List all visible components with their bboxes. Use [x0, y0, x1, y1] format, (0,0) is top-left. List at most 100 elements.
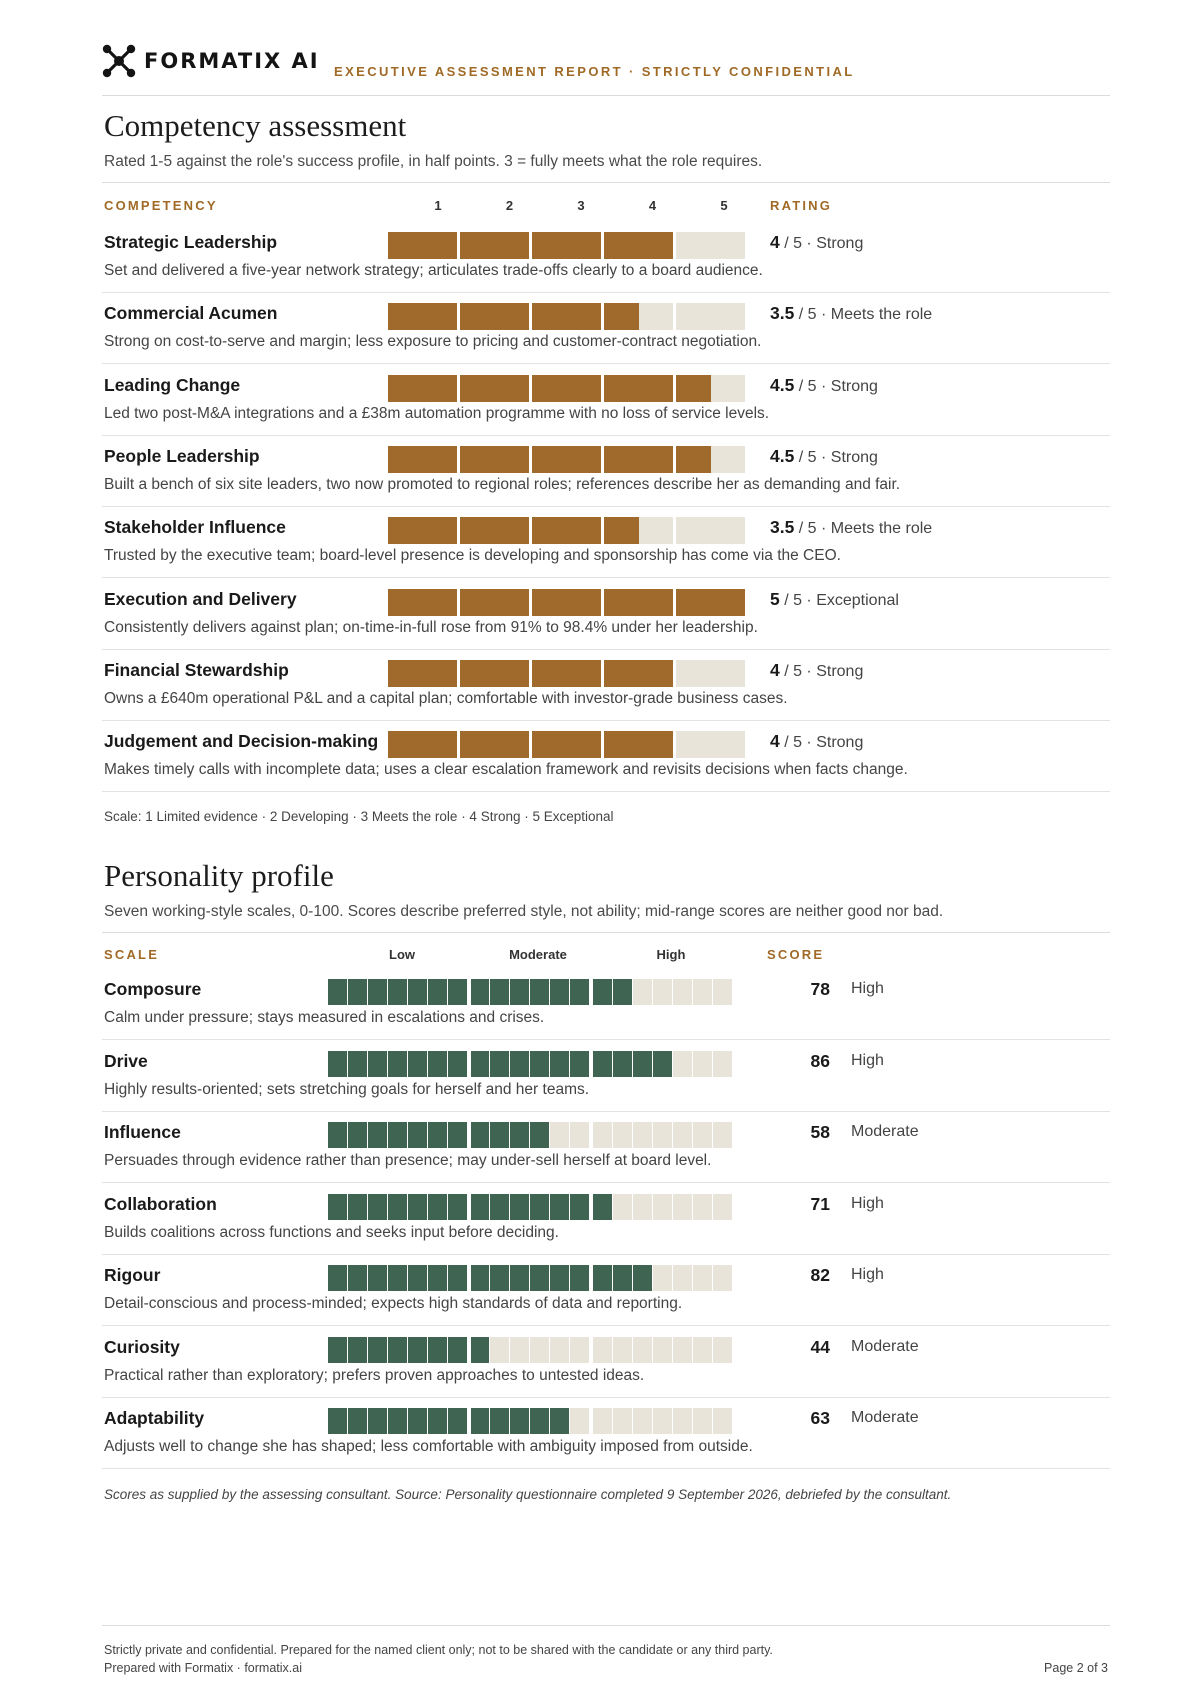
- personality-section-title: Personality profile: [104, 858, 334, 893]
- competency-rating: 4.5 / 5 · Strong: [770, 446, 878, 467]
- competency-rating: 4.5 / 5 · Strong: [770, 375, 878, 396]
- personality-score-band: Moderate: [851, 1337, 919, 1355]
- score-cell: [632, 979, 652, 1005]
- competency-row: People Leadership 4.5 / 5 · Strong Built a…: [102, 436, 1110, 507]
- rating-segment-fill: [388, 232, 457, 259]
- personality-row: Drive 86 High Highly results-oriented; sets…: [102, 1041, 1110, 1112]
- rating-segment-fill: [460, 374, 529, 402]
- rating-segment-fill: [388, 731, 457, 759]
- rating-segment: [676, 517, 745, 545]
- score-cell: [593, 1122, 612, 1148]
- personality-score-value: 44: [810, 1336, 830, 1357]
- rating-segment-fill: [388, 445, 457, 473]
- personality-scale-name: Collaboration: [104, 1193, 217, 1214]
- score-cell: [672, 979, 692, 1005]
- competency-row: Financial Stewardship 4 / 5 · Strong Owns …: [102, 650, 1110, 721]
- personality-description: Highly results-oriented; sets stretching…: [104, 1080, 590, 1098]
- score-cell: [692, 1122, 712, 1148]
- score-band-group: [593, 1193, 732, 1220]
- rating-segment: [460, 517, 529, 545]
- score-cell: [530, 1408, 550, 1434]
- score-band-group: [328, 1050, 467, 1077]
- score-cell: [427, 1265, 447, 1291]
- score-band-group: [470, 979, 590, 1005]
- score-cell: [712, 979, 732, 1005]
- score-cell: [692, 979, 712, 1005]
- rating-segment-fill: [532, 517, 601, 545]
- rating-out-of: / 5: [784, 235, 802, 252]
- rating-segment: [676, 232, 745, 259]
- score-cell: [387, 1193, 407, 1220]
- personality-description: Builds coalitions across functions and s…: [104, 1223, 559, 1241]
- rating-segment-fill: [604, 731, 673, 759]
- competency-description: Consistently delivers against plan; on-t…: [104, 618, 758, 636]
- rating-segment: [460, 303, 529, 331]
- rating-value: 4.5: [770, 374, 795, 395]
- competency-name: People Leadership: [104, 445, 260, 466]
- rating-segment-fill: [532, 659, 601, 687]
- rating-segment: [460, 659, 529, 687]
- personality-score-bar: [328, 1193, 745, 1220]
- score-cell: [470, 979, 490, 1005]
- score-band-group: [328, 1265, 467, 1291]
- score-cell: [510, 1408, 530, 1434]
- personality-description: Detail-conscious and process-minded; exp…: [104, 1295, 683, 1312]
- score-cell: [712, 1050, 732, 1077]
- score-cell: [550, 979, 570, 1005]
- score-cell: [470, 1122, 490, 1148]
- score-band-group: [593, 1265, 732, 1291]
- personality-score-band: High: [851, 980, 884, 997]
- rating-segment-fill: [532, 303, 601, 331]
- score-band-group: [328, 1193, 467, 1220]
- rating-value: 4: [770, 232, 780, 252]
- score-cell: [593, 1193, 612, 1220]
- rating-out-of: / 5: [798, 377, 817, 395]
- score-column-header: SCORE: [767, 947, 825, 962]
- rating-segment-fill: [460, 445, 529, 473]
- score-cell: [510, 1265, 530, 1291]
- rating-segment: [532, 374, 601, 402]
- divider: [102, 182, 1110, 183]
- score-cell: [613, 1193, 632, 1220]
- rating-segment: [604, 232, 673, 259]
- score-cell: [470, 1408, 490, 1434]
- rating-segment: [532, 303, 601, 331]
- competency-name: Execution and Delivery: [104, 588, 297, 609]
- rating-segment: [604, 588, 673, 616]
- score-cell: [550, 1122, 570, 1148]
- score-cell: [328, 979, 347, 1005]
- rating-segment: [388, 445, 457, 473]
- competency-description: Strong on cost-to-serve and margin; less…: [104, 333, 762, 351]
- score-cell: [632, 1050, 652, 1077]
- score-cell: [387, 1265, 407, 1291]
- competency-name: Leading Change: [104, 374, 241, 395]
- band-label-moderate: Moderate: [509, 947, 567, 962]
- rating-label: Exceptional: [816, 591, 899, 609]
- personality-scale-name: Influence: [104, 1122, 181, 1142]
- score-cell: [593, 1336, 612, 1363]
- band-label-high: High: [656, 947, 686, 962]
- score-cell: [387, 1122, 407, 1148]
- score-cell: [328, 1050, 347, 1077]
- competency-rating: 4 / 5 · Strong: [770, 731, 863, 752]
- competency-rating-bar: [388, 232, 745, 259]
- competency-rating: 3.5 / 5 · Meets the role: [770, 517, 932, 538]
- rating-tick-1: 1: [434, 198, 442, 213]
- competency-rating-bar: [388, 445, 745, 473]
- score-cell: [593, 1265, 612, 1291]
- score-cell: [510, 1050, 530, 1077]
- competency-section-subtitle: Rated 1-5 against the role's success pro…: [104, 153, 763, 170]
- score-cell: [692, 1408, 712, 1434]
- personality-row: Adaptability 63 Moderate Adjusts well to ch…: [102, 1398, 1110, 1469]
- score-cell: [407, 1265, 427, 1291]
- score-cell: [510, 1193, 530, 1220]
- brand-logo: FORMATIX AI: [102, 44, 320, 78]
- scale-column-header: SCALE: [104, 947, 160, 962]
- rating-segment: [388, 659, 457, 687]
- competency-name: Commercial Acumen: [104, 303, 278, 324]
- rating-segment: [460, 374, 529, 402]
- rating-separator: ·: [816, 448, 831, 466]
- score-band-group: [328, 1336, 467, 1363]
- personality-scale-name: Rigour: [104, 1265, 161, 1285]
- rating-tick-3: 3: [577, 198, 585, 213]
